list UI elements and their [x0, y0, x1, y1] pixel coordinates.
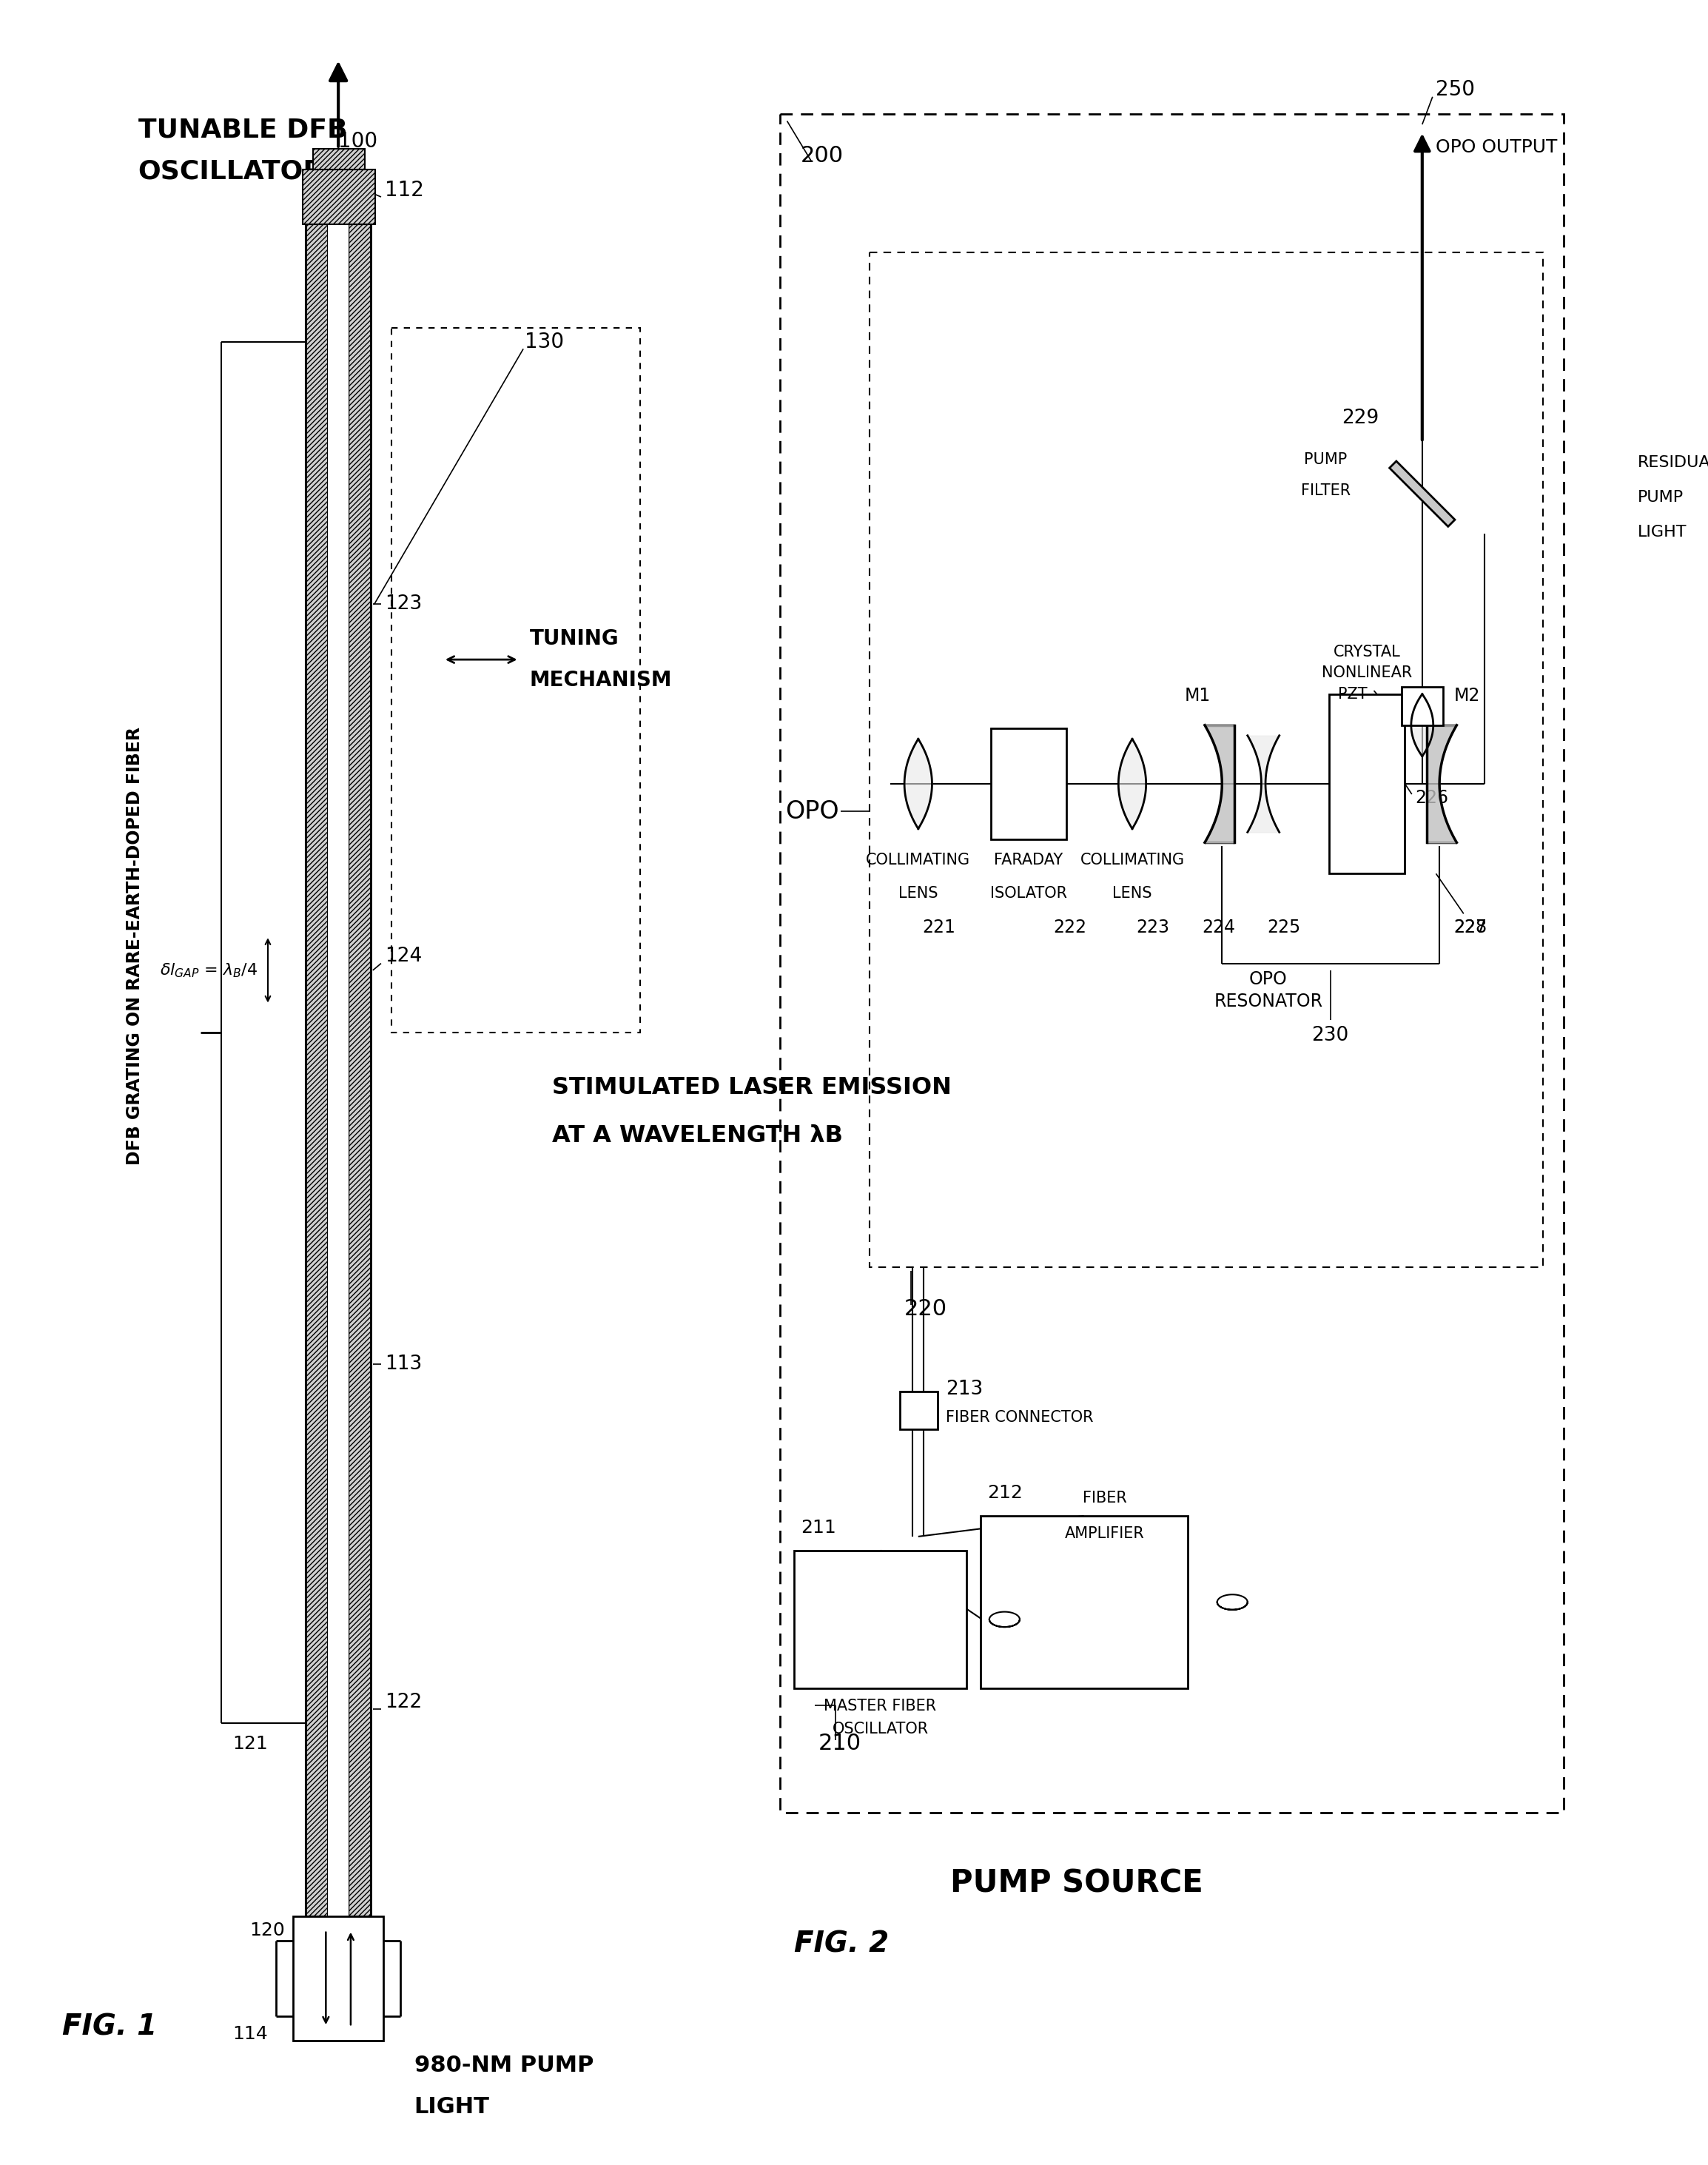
- Polygon shape: [1390, 461, 1455, 526]
- Text: OPO: OPO: [786, 799, 839, 823]
- Text: RESONATOR: RESONATOR: [1214, 992, 1322, 1011]
- Text: PZT: PZT: [1337, 686, 1366, 701]
- Text: 124: 124: [384, 946, 422, 966]
- Text: 221: 221: [922, 918, 955, 935]
- Text: COLLIMATING: COLLIMATING: [1079, 853, 1184, 868]
- Text: FIBER: FIBER: [1083, 1492, 1127, 1505]
- Text: LIGHT: LIGHT: [415, 2096, 490, 2117]
- Bar: [391, 329, 640, 1033]
- Text: 226: 226: [1416, 788, 1448, 808]
- Text: 122: 122: [384, 1693, 422, 1713]
- Bar: [328, 225, 348, 1916]
- Bar: [348, 225, 371, 1916]
- Text: 211: 211: [801, 1520, 837, 1537]
- Text: 210: 210: [818, 1732, 861, 1754]
- Bar: [900, 1392, 938, 1429]
- Text: 112: 112: [384, 180, 424, 201]
- Text: MECHANISM: MECHANISM: [529, 669, 671, 691]
- Text: AT A WAVELENGTH λB: AT A WAVELENGTH λB: [552, 1124, 844, 1147]
- Text: MASTER FIBER: MASTER FIBER: [823, 1700, 936, 1713]
- Bar: [1402, 686, 1443, 725]
- Text: FIG. 1: FIG. 1: [61, 2013, 157, 2042]
- Text: PUMP SOURCE: PUMP SOURCE: [951, 1868, 1204, 1899]
- Text: PUMP: PUMP: [1638, 489, 1684, 504]
- Bar: [794, 1550, 967, 1689]
- Text: 250: 250: [1436, 80, 1476, 100]
- Text: AMPLIFIER: AMPLIFIER: [1064, 1526, 1144, 1541]
- Text: M2: M2: [1454, 686, 1481, 704]
- Text: 100: 100: [338, 132, 377, 152]
- Text: OSCILLATOR: OSCILLATOR: [832, 1721, 929, 1736]
- Text: 213: 213: [946, 1379, 984, 1399]
- Text: 227: 227: [1454, 918, 1488, 935]
- Text: FARADAY: FARADAY: [994, 853, 1062, 868]
- Text: 130: 130: [524, 331, 564, 353]
- Text: 212: 212: [987, 1485, 1023, 1503]
- Text: 224: 224: [1202, 918, 1235, 935]
- Text: COLLIMATING: COLLIMATING: [866, 853, 970, 868]
- Bar: [1329, 695, 1406, 875]
- Text: 222: 222: [1054, 918, 1086, 935]
- Text: M1: M1: [1185, 686, 1211, 704]
- Text: 225: 225: [1267, 918, 1301, 935]
- Text: 121: 121: [232, 1734, 268, 1751]
- Text: 230: 230: [1312, 1026, 1349, 1046]
- Text: 980-NM PUMP: 980-NM PUMP: [415, 2055, 594, 2076]
- Text: 200: 200: [801, 145, 844, 167]
- Text: RESIDUAL: RESIDUAL: [1638, 455, 1708, 470]
- Text: $\delta l_{GAP}$ = $\lambda_B$/4: $\delta l_{GAP}$ = $\lambda_B$/4: [161, 961, 258, 979]
- Text: OPO OUTPUT: OPO OUTPUT: [1436, 139, 1558, 156]
- Bar: [991, 730, 1068, 840]
- Text: 120: 120: [249, 1920, 285, 1940]
- Text: DFB GRATING ON RARE-EARTH-DOPED FIBER: DFB GRATING ON RARE-EARTH-DOPED FIBER: [126, 727, 143, 1165]
- Text: FIBER CONNECTOR: FIBER CONNECTOR: [946, 1409, 1093, 1425]
- Text: ISOLATOR: ISOLATOR: [991, 885, 1068, 901]
- Text: 113: 113: [384, 1355, 422, 1373]
- Text: TUNING: TUNING: [529, 628, 618, 650]
- Text: 114: 114: [232, 2024, 268, 2042]
- Text: CRYSTAL: CRYSTAL: [1334, 645, 1401, 660]
- Bar: [869, 251, 1542, 1267]
- Bar: [313, 149, 364, 169]
- Text: LENS: LENS: [1112, 885, 1151, 901]
- Text: OSCILLATOR: OSCILLATOR: [138, 158, 325, 184]
- Text: STIMULATED LASER EMISSION: STIMULATED LASER EMISSION: [552, 1076, 951, 1100]
- Text: TUNABLE DFB: TUNABLE DFB: [138, 117, 347, 143]
- Text: LENS: LENS: [898, 885, 938, 901]
- Bar: [306, 225, 328, 1916]
- Text: PUMP: PUMP: [1303, 452, 1348, 468]
- Text: 229: 229: [1341, 409, 1378, 427]
- Bar: [302, 169, 374, 225]
- Text: 123: 123: [384, 595, 422, 615]
- Bar: [294, 1916, 383, 2042]
- Text: 228: 228: [1454, 918, 1488, 935]
- Text: OPO: OPO: [1249, 970, 1288, 987]
- Bar: [980, 1516, 1187, 1689]
- Text: LIGHT: LIGHT: [1638, 524, 1688, 539]
- Text: FIG. 2: FIG. 2: [794, 1929, 888, 1957]
- Text: NONLINEAR: NONLINEAR: [1322, 665, 1413, 680]
- Text: FILTER: FILTER: [1301, 483, 1351, 498]
- Text: 223: 223: [1136, 918, 1170, 935]
- Bar: [781, 115, 1565, 1812]
- Text: 220: 220: [905, 1299, 948, 1318]
